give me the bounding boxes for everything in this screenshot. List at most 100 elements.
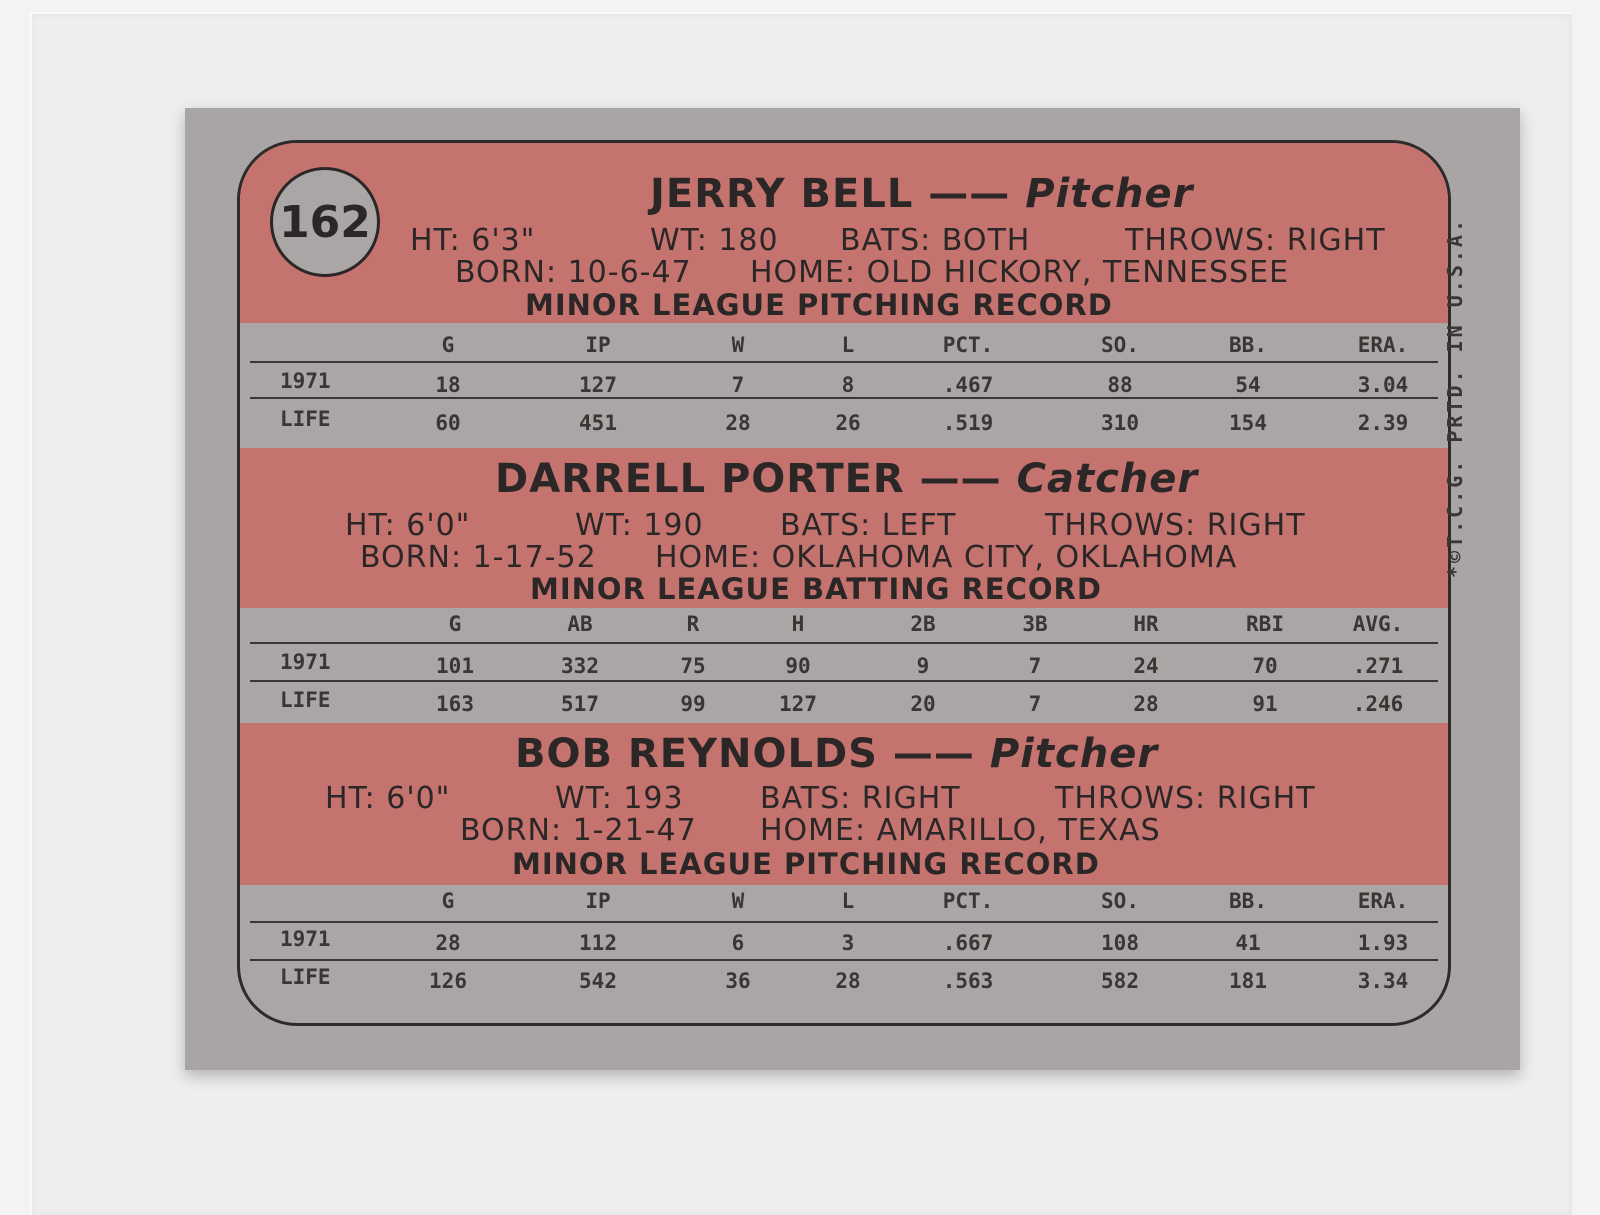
stat-value: 6 (731, 931, 745, 955)
stat-value: 582 (1101, 969, 1139, 993)
player-throws: THROWS: RIGHT (1045, 508, 1306, 543)
table-rule (250, 642, 1438, 644)
record-title: MINOR LEAGUE PITCHING RECORD (525, 288, 1113, 322)
stat-value: 28 (835, 969, 861, 993)
stat-value: .467 (942, 373, 994, 397)
row-label: 1971 (280, 369, 331, 393)
column-header: W (731, 889, 745, 913)
stat-value: 127 (579, 373, 617, 397)
copyright-text: *©T.C.G. PRTD. IN U.S.A. (1443, 217, 1467, 578)
record-title: MINOR LEAGUE PITCHING RECORD (512, 847, 1100, 881)
stat-value: 9 (916, 654, 930, 678)
stat-value: 18 (435, 373, 461, 397)
player-position: Catcher (1016, 456, 1199, 502)
stat-value: 451 (579, 411, 617, 435)
player-bats: BATS: RIGHT (760, 781, 961, 816)
stat-value: 28 (435, 931, 461, 955)
stats-table: G IP W L PCT. SO. BB. ERA. 1971 18 127 7 8 .467 88 54 3.… (240, 325, 1448, 450)
player-name-line: BOB REYNOLDS —— Pitcher (515, 731, 1158, 777)
player-name-line: DARRELL PORTER —— Catcher (495, 456, 1198, 502)
table-rule (250, 680, 1438, 682)
column-header: G (441, 333, 455, 357)
card-frame: JERRY BELL —— Pitcher HT: 6'3" WT: 180 BATS… (237, 140, 1451, 1026)
stat-value: 7 (1028, 654, 1042, 678)
player-ht: HT: 6'0" (345, 508, 471, 543)
card-number: 162 (270, 167, 380, 277)
player-wt: WT: 193 (555, 781, 684, 816)
stat-value: 90 (785, 654, 811, 678)
stat-value: 24 (1133, 654, 1159, 678)
stat-value: 88 (1107, 373, 1133, 397)
player-header-1 (240, 143, 1448, 323)
player-home: HOME: OKLAHOMA CITY, OKLAHOMA (655, 540, 1238, 575)
player-position: Pitcher (989, 731, 1159, 777)
table-rule (250, 959, 1438, 961)
stat-value: .519 (942, 411, 994, 435)
player-name-line: JERRY BELL —— Pitcher (650, 171, 1193, 217)
stat-value: 112 (579, 931, 617, 955)
column-header: AB (567, 612, 593, 636)
row-label: LIFE (280, 965, 331, 989)
player-name: DARRELL PORTER (495, 456, 905, 502)
row-label: LIFE (280, 688, 331, 712)
player-home: HOME: OLD HICKORY, TENNESSEE (750, 255, 1290, 290)
column-header: H (791, 612, 805, 636)
stat-value: 36 (725, 969, 751, 993)
player-ht: HT: 6'0" (325, 781, 451, 816)
player-position: Pitcher (1025, 171, 1194, 217)
column-header: ERA. (1357, 889, 1409, 913)
stat-value: 542 (579, 969, 617, 993)
table-rule (250, 361, 1438, 363)
stat-value: 60 (435, 411, 461, 435)
player-throws: THROWS: RIGHT (1055, 781, 1316, 816)
stat-value: 91 (1252, 692, 1278, 716)
stat-value: 2.39 (1357, 411, 1409, 435)
stat-value: 7 (1028, 692, 1042, 716)
stat-value: 7 (731, 373, 745, 397)
baseball-card-back: JERRY BELL —— Pitcher HT: 6'3" WT: 180 BATS… (185, 108, 1520, 1070)
table-rule (250, 921, 1438, 923)
column-header: IP (585, 889, 611, 913)
column-header: G (441, 889, 455, 913)
column-header: 2B (910, 612, 936, 636)
table-rule (250, 397, 1438, 399)
column-header: 3B (1022, 612, 1048, 636)
player-name: JERRY BELL (650, 171, 914, 217)
stat-value: 28 (1133, 692, 1159, 716)
stat-value: .246 (1352, 692, 1404, 716)
column-header: W (731, 333, 745, 357)
column-header: HR (1133, 612, 1159, 636)
record-title: MINOR LEAGUE BATTING RECORD (530, 572, 1102, 606)
stat-value: .271 (1352, 654, 1404, 678)
column-header: AVG. (1352, 612, 1404, 636)
column-header: SO. (1101, 333, 1139, 357)
stat-value: 3 (841, 931, 855, 955)
player-born: BORN: 10-6-47 (455, 255, 692, 290)
row-label: 1971 (280, 927, 331, 951)
stat-value: 1.93 (1357, 931, 1409, 955)
column-header: L (841, 333, 855, 357)
column-header: PCT. (942, 333, 994, 357)
stat-value: 127 (779, 692, 817, 716)
column-header: ERA. (1357, 333, 1409, 357)
player-wt: WT: 190 (575, 508, 704, 543)
player-name: BOB REYNOLDS (515, 731, 878, 777)
column-header: PCT. (942, 889, 994, 913)
column-header: R (686, 612, 700, 636)
column-header: BB. (1229, 889, 1267, 913)
name-dash: —— (919, 456, 1002, 502)
stat-value: 41 (1235, 931, 1261, 955)
player-throws: THROWS: RIGHT (1125, 223, 1386, 258)
stat-value: 181 (1229, 969, 1267, 993)
player-home: HOME: AMARILLO, TEXAS (760, 813, 1161, 848)
stat-value: 310 (1101, 411, 1139, 435)
stat-value: 99 (680, 692, 706, 716)
stat-value: 108 (1101, 931, 1139, 955)
stat-value: 8 (841, 373, 855, 397)
column-header: L (841, 889, 855, 913)
stat-value: 517 (561, 692, 599, 716)
stat-value: 3.34 (1357, 969, 1409, 993)
player-bats: BATS: BOTH (840, 223, 1031, 258)
stat-value: 332 (561, 654, 599, 678)
player-wt: WT: 180 (650, 223, 779, 258)
